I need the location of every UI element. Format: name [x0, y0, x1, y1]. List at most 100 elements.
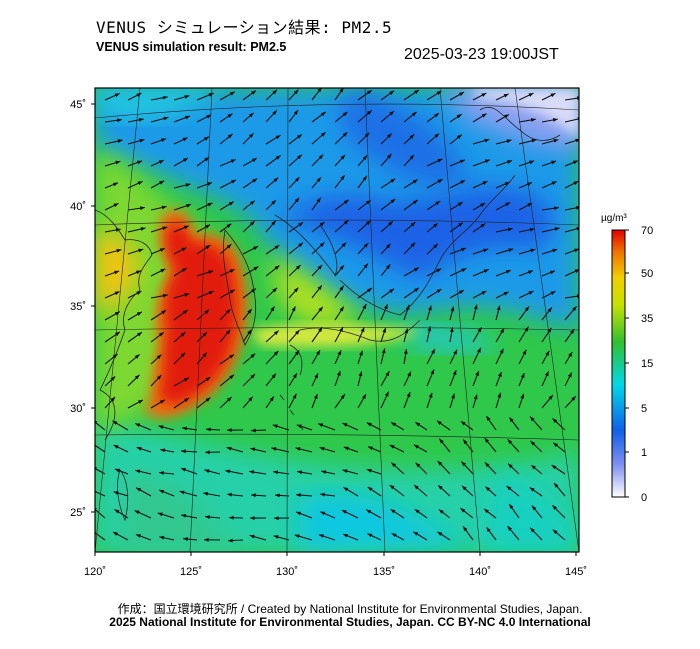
wind-arrow — [357, 287, 373, 299]
wind-arrow — [150, 247, 166, 255]
wind-arrow — [173, 115, 191, 123]
wind-arrow — [472, 370, 480, 387]
colorbar-tick-label: 0 — [641, 492, 647, 504]
wind-arrow — [219, 159, 236, 167]
wind-arrow — [318, 534, 336, 541]
wind-arrow — [507, 525, 520, 541]
wind-arrow — [242, 90, 257, 101]
wind-arrow — [104, 311, 121, 321]
wind-arrow — [357, 350, 363, 365]
longitude-axis: 120˚ 125˚ 130˚ 135˚ 140˚ 145˚ — [84, 552, 587, 578]
title-japanese: VENUS シミュレーション結果: PM2.5 — [96, 18, 393, 37]
wind-arrow — [127, 248, 144, 255]
wind-arrow — [426, 133, 440, 145]
wind-arrow — [449, 327, 454, 343]
colorbar-tick-label: 15 — [641, 358, 653, 370]
wind-arrow — [426, 200, 441, 211]
wind-arrow — [472, 394, 478, 409]
wind-arrow — [127, 270, 142, 277]
wind-arrow — [564, 328, 575, 343]
wind-arrow — [365, 509, 382, 519]
wind-arrow — [380, 243, 391, 255]
lat-tick-label: 30˚ — [70, 403, 86, 415]
wind-arrow — [403, 89, 420, 101]
colorbar: µg/m³ 70 50 35 15 5 1 0 — [601, 213, 653, 504]
wind-arrow — [367, 446, 382, 453]
wind-arrow — [552, 418, 566, 431]
wind-arrow — [265, 350, 279, 365]
wind-arrow — [288, 329, 300, 343]
wind-arrow — [265, 155, 281, 167]
wind-arrow — [219, 353, 235, 365]
wind-arrow — [150, 293, 168, 299]
wind-arrow — [311, 221, 325, 233]
wind-arrow — [426, 369, 435, 387]
lon-tick-label: 120˚ — [84, 566, 106, 578]
wind-arrow — [219, 133, 233, 145]
wind-arrow — [205, 515, 221, 519]
coastlines — [95, 107, 561, 522]
wind-arrow — [150, 226, 168, 233]
wind-arrow — [227, 492, 244, 497]
wind-arrow — [552, 442, 566, 453]
wind-arrow — [334, 88, 345, 101]
wind-arrow — [380, 263, 391, 277]
wind-arrow — [135, 469, 152, 475]
wind-arrow — [551, 504, 566, 519]
wind-arrow — [460, 420, 474, 431]
wind-arrow — [150, 138, 167, 145]
wind-arrow — [380, 198, 396, 211]
wind-arrow — [391, 532, 405, 541]
wind-arrow — [242, 178, 258, 189]
wind-arrow — [196, 352, 208, 365]
wind-arrow — [462, 525, 474, 541]
wind-arrow — [271, 447, 290, 453]
wind-arrow — [265, 220, 277, 233]
wind-arrow — [403, 134, 415, 145]
wind-arrow — [265, 287, 278, 299]
wind-arrow — [426, 392, 433, 409]
wind-arrow — [449, 113, 462, 123]
wind-arrow — [461, 461, 474, 475]
wind-arrow — [127, 311, 143, 321]
wind-arrow — [334, 219, 349, 233]
wind-arrow — [112, 531, 129, 541]
wind-arrow — [265, 265, 280, 277]
wind-arrow — [426, 326, 432, 343]
lat-tick-label: 40˚ — [70, 201, 86, 213]
wind-arrow — [135, 534, 152, 541]
wind-arrow — [415, 421, 428, 431]
wind-arrow — [181, 513, 198, 519]
wind-arrow — [242, 245, 259, 255]
wind-arrow — [311, 176, 322, 189]
wind-arrow — [472, 92, 487, 101]
wind-arrow — [541, 160, 557, 167]
map-frame — [94, 87, 580, 553]
wind-arrow — [413, 531, 428, 541]
wind-arrow — [390, 508, 405, 519]
wind-arrow — [403, 242, 416, 255]
wind-arrow — [380, 327, 387, 343]
wind-arrow — [295, 447, 313, 453]
wind-arrow — [449, 393, 455, 409]
wind-arrow — [311, 306, 324, 321]
wind-arrow — [518, 118, 536, 123]
wind-arrow — [460, 507, 474, 519]
wind-arrow — [265, 373, 277, 387]
wind-arrow — [242, 112, 254, 123]
wind-arrow — [357, 155, 368, 167]
wind-arrow — [449, 91, 465, 101]
lon-tick-label: 130˚ — [276, 566, 298, 578]
wind-arrow — [438, 509, 451, 519]
wind-arrow — [472, 113, 487, 123]
wind-arrow — [196, 224, 211, 233]
wind-arrow — [343, 446, 359, 453]
wind-arrow — [495, 371, 502, 387]
wind-arrow — [390, 421, 405, 431]
wind-arrow — [357, 220, 371, 233]
wind-arrow — [334, 154, 346, 167]
wind-arrow — [104, 160, 121, 167]
wind-arrow — [159, 471, 175, 475]
colorbar-tick-label: 1 — [641, 447, 647, 459]
wind-arrow — [403, 287, 420, 299]
